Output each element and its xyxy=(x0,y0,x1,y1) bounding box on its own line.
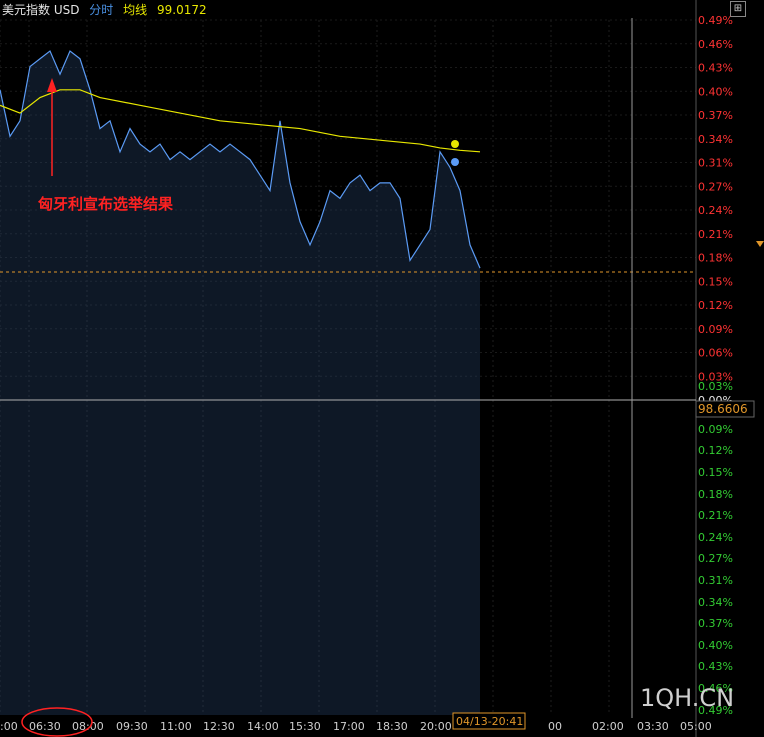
price-marker xyxy=(451,158,459,166)
cursor-time-box: 04/13-20:41 xyxy=(452,712,526,730)
right-axis-label: 0.21% xyxy=(698,228,733,241)
x-axis-label: 09:30 xyxy=(116,720,148,733)
x-axis-label: 17:00 xyxy=(333,720,365,733)
right-axis-label: 0.18% xyxy=(698,488,733,501)
x-axis-label: 14:00 xyxy=(247,720,279,733)
right-axis-label: 0.37% xyxy=(698,109,733,122)
average-line xyxy=(0,89,481,153)
annotation: 匈牙利宣布选举结果 xyxy=(38,78,174,213)
mode-label[interactable]: 分时 xyxy=(89,3,114,17)
cursor-time-label: 04/13-20:41 xyxy=(456,715,523,728)
avg-marker xyxy=(451,140,459,148)
base-price-box: 98.6606 xyxy=(695,400,755,418)
right-axis-label: 0.03% xyxy=(698,380,733,393)
avg-value: 99.0172 xyxy=(156,3,207,17)
right-axis-label: 0.40% xyxy=(698,639,733,652)
right-axis-label: 0.40% xyxy=(698,85,733,98)
x-axis-label: 11:00 xyxy=(160,720,192,733)
right-axis-label: 0.12% xyxy=(698,299,733,312)
right-axis-label: 0.46% xyxy=(698,38,733,51)
right-axis-label: 0.12% xyxy=(698,444,733,457)
right-axis-label: 0.27% xyxy=(698,180,733,193)
x-axis-label: 18:30 xyxy=(376,720,408,733)
right-axis-label: 0.09% xyxy=(698,423,733,436)
right-axis-label: 0.34% xyxy=(698,596,733,609)
right-axis-label: 0.31% xyxy=(698,574,733,587)
price-area-fill xyxy=(0,51,480,716)
corner-toggle-icon[interactable]: ⊞ xyxy=(730,1,746,17)
right-axis-label: 0.06% xyxy=(698,347,733,360)
watermark: 1QH.CN xyxy=(640,684,734,712)
chart-header: 美元指数 USD 分时 均线 99.0172 xyxy=(2,2,213,18)
annotation-text: 匈牙利宣布选举结果 xyxy=(38,195,174,213)
right-axis-label: 0.15% xyxy=(698,466,733,479)
x-axis-label: 03:30 xyxy=(637,720,669,733)
right-axis-label: 0.18% xyxy=(698,252,733,265)
x-axis-label: 05:00 xyxy=(680,720,712,733)
base-price-label: 98.6606 xyxy=(698,402,748,416)
right-axis-label: 0.31% xyxy=(698,157,733,170)
right-axis-label: 0.03% xyxy=(698,370,733,383)
x-axis-label: 00 xyxy=(548,720,562,733)
x-axis-label: 12:30 xyxy=(203,720,235,733)
right-axis-label: 0.24% xyxy=(698,204,733,217)
right-axis-label: 0.43% xyxy=(698,62,733,75)
instrument-title: 美元指数 USD xyxy=(2,3,80,17)
x-axis-label: 20:00 xyxy=(420,720,452,733)
price-line xyxy=(0,50,481,269)
last-price-marker xyxy=(756,241,764,247)
x-axis: :00 06:30 08:00 09:30 11:00 12:30 14:00 15:30 17… xyxy=(0,720,712,733)
right-axis-label: 0.43% xyxy=(698,660,733,673)
x-axis-label: 08:00 xyxy=(72,720,104,733)
right-axis-label: 0.49% xyxy=(698,14,733,27)
right-axis-label: 0.24% xyxy=(698,531,733,544)
x-axis-label: 02:00 xyxy=(592,720,624,733)
right-axis-label: 0.27% xyxy=(698,552,733,565)
right-axis-label: 0.46% xyxy=(698,682,733,695)
annotation-arrowhead xyxy=(47,78,57,92)
x-axis-label: 15:30 xyxy=(289,720,321,733)
right-axis-label: 0.34% xyxy=(698,133,733,146)
x-axis-label: :00 xyxy=(0,720,18,733)
highlight-circle xyxy=(21,707,93,737)
right-axis-label: 0.37% xyxy=(698,617,733,630)
avg-label: 均线 xyxy=(123,3,148,17)
right-axis-label: 0.09% xyxy=(698,323,733,336)
x-axis-label: 06:30 xyxy=(29,720,61,733)
right-axis-label: 0.15% xyxy=(698,275,733,288)
right-axis: 0.49% 0.46% 0.43% 0.40% 0.37% 0.34% 0.31% 0.27%… xyxy=(698,14,733,717)
right-axis-label: 0.49% xyxy=(698,704,733,717)
right-axis-label: 0.21% xyxy=(698,509,733,522)
